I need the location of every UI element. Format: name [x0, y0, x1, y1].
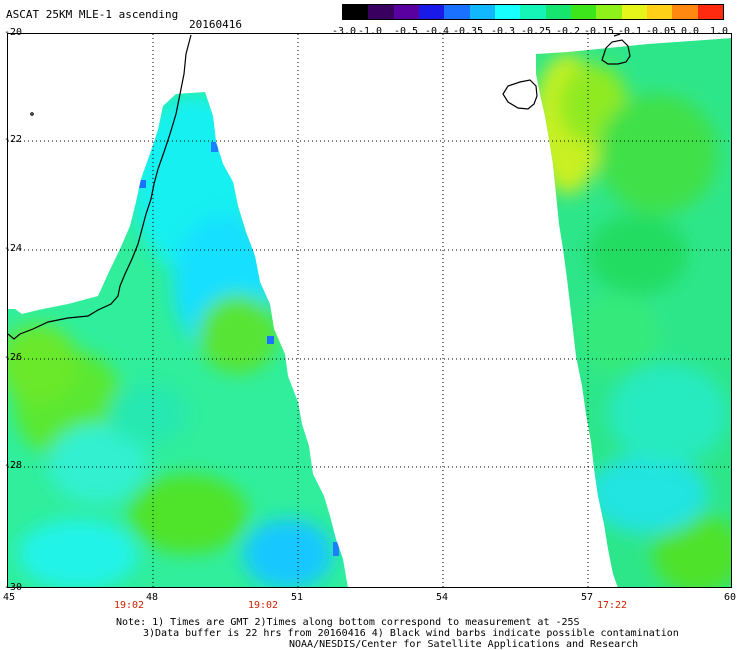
product-title: ASCAT 25KM MLE-1 ascending	[6, 8, 179, 21]
color-scale-label: -0.25	[520, 26, 552, 37]
swath-map-canvas	[8, 34, 731, 587]
color-scale-label: -0.05	[645, 26, 677, 37]
color-scale-label: -0.5	[393, 26, 419, 37]
color-scale-segment	[393, 5, 419, 19]
swath-time-label: 19:02	[247, 600, 279, 611]
color-scale-label: -3.0	[331, 26, 357, 37]
color-scale-label: -0.3	[490, 26, 516, 37]
latitude-label: -28	[4, 460, 23, 471]
longitude-label: 45	[2, 592, 16, 603]
note-line-1: Note: 1) Times are GMT 2)Times along bot…	[116, 617, 580, 628]
note-line-2: 3)Data buffer is 22 hrs from 20160416 4)…	[143, 628, 679, 639]
color-scale-segment	[368, 5, 394, 19]
swath-time-label: 17:22	[596, 600, 628, 611]
latitude-label: -26	[4, 352, 23, 363]
longitude-label: 48	[145, 592, 159, 603]
latitude-label: -20	[4, 27, 23, 38]
coastlines	[8, 34, 631, 340]
color-scale-segment	[469, 5, 495, 19]
longitude-label: 57	[580, 592, 594, 603]
latitude-label: -30	[4, 582, 23, 593]
product-date: 20160416	[189, 18, 242, 31]
longitude-label: 60	[723, 592, 737, 603]
color-scale-segment	[596, 5, 622, 19]
latitude-label: -24	[4, 243, 23, 254]
color-scale-label: -0.1	[617, 26, 643, 37]
latitude-label: -22	[4, 134, 23, 145]
left-swath	[8, 92, 348, 587]
color-scale-segment	[494, 5, 521, 19]
color-scale-label: -1.0	[357, 26, 383, 37]
right-swath	[536, 38, 731, 587]
color-scale-label: -0.15	[583, 26, 615, 37]
color-scale-bar	[342, 4, 724, 20]
longitude-label: 54	[435, 592, 449, 603]
color-scale-segment	[343, 5, 369, 19]
color-scale-segment	[697, 5, 723, 19]
color-scale-segment	[646, 5, 673, 19]
graticule	[8, 34, 731, 587]
color-scale-segment	[418, 5, 445, 19]
color-scale-label: 1.0	[709, 26, 729, 37]
color-scale-segment	[672, 5, 698, 19]
color-scale-segment	[621, 5, 647, 19]
color-scale-label: 0.0	[680, 26, 700, 37]
color-scale-label: -0.4	[424, 26, 450, 37]
swath-time-label: 19:02	[113, 600, 145, 611]
color-scale-segment	[570, 5, 597, 19]
swath-map	[7, 33, 732, 588]
color-scale-label: -0.2	[555, 26, 581, 37]
longitude-label: 51	[290, 592, 304, 603]
color-scale-segment	[545, 5, 571, 19]
color-scale-label: -0.35	[452, 26, 484, 37]
note-line-3: NOAA/NESDIS/Center for Satellite Applica…	[289, 639, 639, 650]
color-scale-segment	[520, 5, 546, 19]
color-scale-segment	[444, 5, 470, 19]
